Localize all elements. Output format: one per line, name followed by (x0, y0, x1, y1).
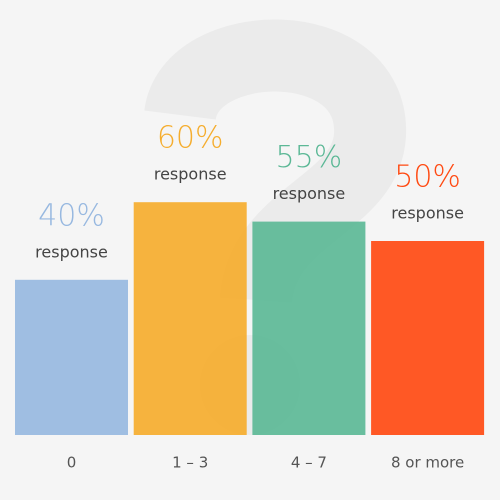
bar (15, 279, 128, 435)
value-caption: response (273, 184, 346, 203)
x-tick-label: 1 – 3 (172, 454, 208, 472)
value-caption: response (391, 204, 464, 223)
bar (371, 241, 485, 435)
value-caption: response (35, 242, 108, 261)
bar (133, 202, 247, 435)
x-tick-label: 0 (67, 454, 77, 472)
value-caption: response (154, 165, 227, 184)
bar (252, 221, 366, 435)
x-tick-label: 4 – 7 (291, 454, 327, 472)
value-label: 50% (394, 160, 461, 195)
x-tick-label: 8 or more (391, 454, 464, 472)
value-label: 60% (157, 121, 224, 156)
value-label: 40% (38, 198, 105, 233)
value-label: 55% (276, 140, 343, 175)
